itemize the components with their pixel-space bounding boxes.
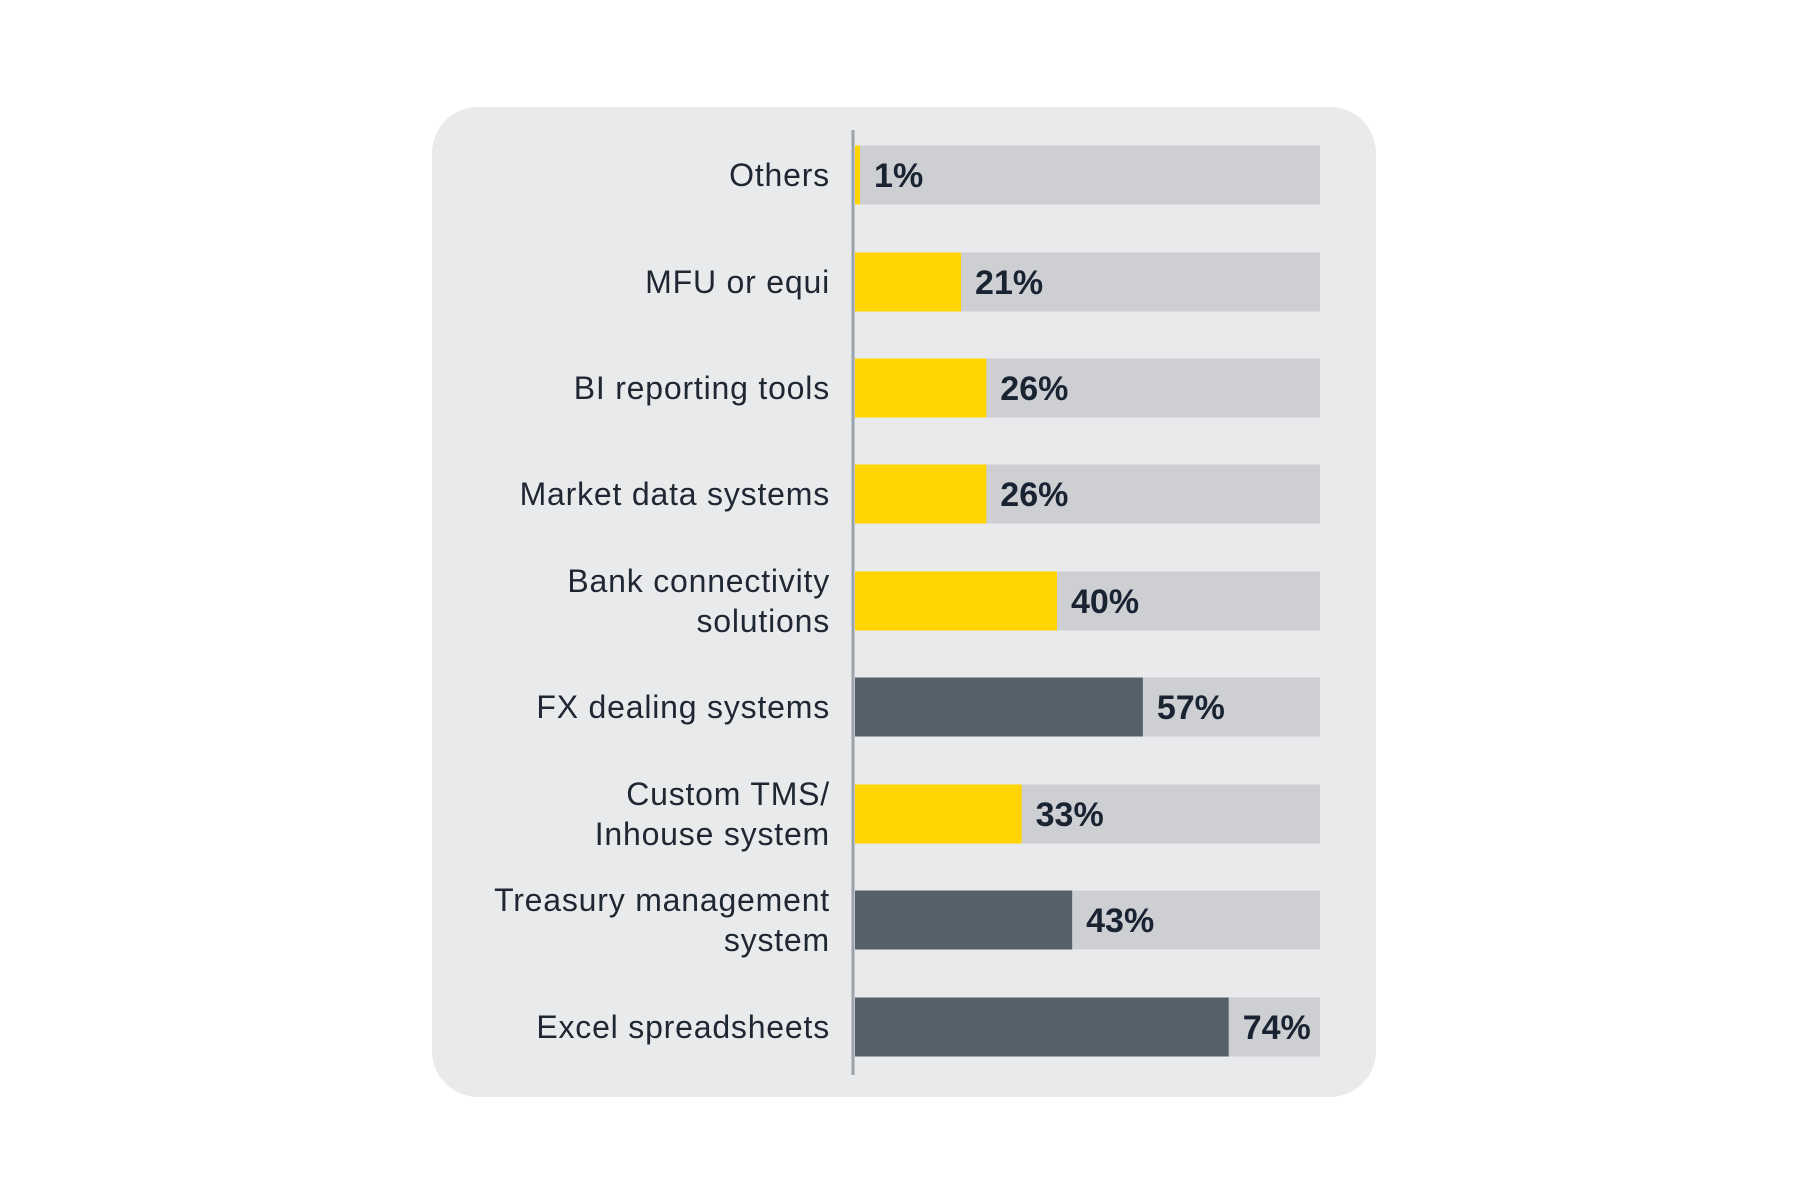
category-label: BI reporting tools bbox=[574, 370, 830, 406]
bar-track bbox=[855, 145, 1320, 205]
category-label: solutions bbox=[697, 603, 831, 639]
category-label: Market data systems bbox=[520, 476, 830, 512]
value-label: 43% bbox=[1086, 902, 1154, 940]
bar bbox=[855, 464, 987, 524]
bar bbox=[855, 784, 1022, 844]
category-label: FX dealing systems bbox=[536, 689, 830, 725]
category-label: MFU or equi bbox=[645, 264, 830, 300]
bar bbox=[855, 252, 962, 312]
category-label-layer: Others MFU or equi BI reporting tools Marke… bbox=[494, 157, 831, 1045]
value-label: 33% bbox=[1036, 796, 1104, 834]
bar bbox=[855, 358, 987, 418]
value-label: 1% bbox=[874, 157, 923, 195]
value-label: 26% bbox=[1000, 476, 1068, 514]
value-label: 21% bbox=[975, 264, 1043, 302]
bar bbox=[855, 571, 1057, 631]
category-label: Inhouse system bbox=[595, 816, 830, 852]
bar bbox=[855, 677, 1143, 737]
bar bbox=[855, 145, 861, 205]
category-label: system bbox=[724, 922, 830, 958]
category-label: Others bbox=[729, 157, 830, 193]
value-label-layer: 1% 21% 26% 26% 40% 57% 33% 43% 74% bbox=[874, 157, 1311, 1047]
category-label: Excel spreadsheets bbox=[536, 1009, 830, 1045]
value-label: 74% bbox=[1243, 1009, 1311, 1047]
value-label: 57% bbox=[1157, 689, 1225, 727]
category-label: Custom TMS/ bbox=[626, 776, 830, 812]
bar bbox=[855, 890, 1073, 950]
bar-layer bbox=[855, 145, 1229, 1057]
category-label: Treasury management bbox=[494, 882, 830, 918]
bar bbox=[855, 997, 1229, 1057]
category-label: Bank connectivity bbox=[567, 563, 830, 599]
value-label: 40% bbox=[1071, 583, 1139, 621]
value-label: 26% bbox=[1000, 370, 1068, 408]
